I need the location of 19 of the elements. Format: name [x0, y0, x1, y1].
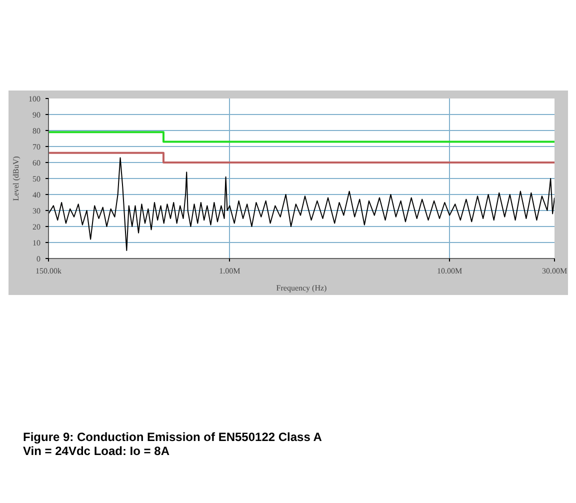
y-tick-label: 0: [36, 254, 40, 264]
y-tick-label: 20: [32, 222, 40, 232]
x-tick-label: 1.00M: [219, 266, 240, 276]
text: Figure 9: Conduction Emission of EN550122 Class A: [23, 430, 322, 444]
y-tick-label: 60: [32, 158, 40, 168]
y-tick-label: 30: [32, 206, 40, 216]
y-tick-label: 80: [32, 126, 40, 136]
y-tick-label: 100: [28, 94, 40, 104]
y-tick-label: 70: [32, 142, 40, 152]
x-tick-label: 150.00k: [36, 266, 62, 276]
x-tick-label: 30.00M: [542, 266, 568, 276]
y-tick-label: 40: [32, 190, 40, 200]
y-tick-label: 50: [32, 174, 40, 184]
x-axis-title: Frequency (Hz): [276, 284, 328, 292]
x-tick-label: 10.00M: [437, 266, 462, 276]
y-tick-label: 10: [32, 238, 40, 248]
y-tick-label: 90: [32, 110, 40, 120]
text: Vin = 24Vdc Load: Io = 8A: [23, 444, 170, 458]
y-axis-title: Level (dBuV): [12, 156, 20, 201]
